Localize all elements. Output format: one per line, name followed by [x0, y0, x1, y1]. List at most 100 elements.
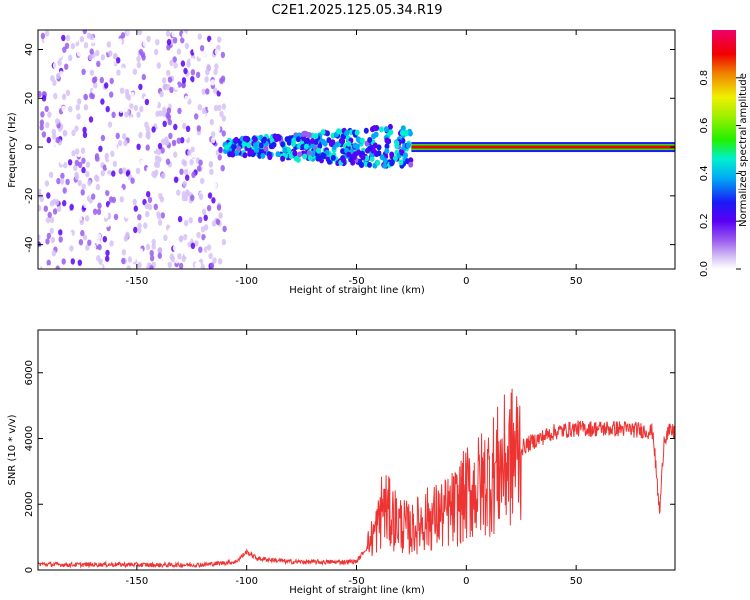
heatmap-cell: [153, 203, 158, 210]
heatmap-cell: [143, 222, 148, 229]
heatmap-cell: [189, 159, 194, 166]
heatmap-cell: [181, 77, 187, 84]
heatmap-cell: [398, 159, 404, 166]
heatmap-cell: [96, 208, 102, 215]
heatmap-cell: [47, 85, 52, 93]
heatmap-cell: [328, 141, 334, 147]
heatmap-cell: [110, 150, 115, 157]
heatmap-cell: [155, 39, 160, 46]
heatmap-cell: [145, 243, 151, 251]
heatmap-cell: [173, 62, 178, 69]
heatmap-cell: [47, 211, 52, 219]
heatmap-cell: [55, 118, 60, 125]
heatmap-cell: [115, 247, 120, 254]
heatmap-cell: [45, 121, 50, 129]
heatmap-cell: [43, 77, 49, 84]
snr-y-tick-label: 2000: [24, 492, 35, 517]
heatmap-cell: [123, 235, 128, 242]
heatmap-cell: [392, 155, 398, 162]
heatmap-cell: [82, 126, 87, 134]
heatmap-cell: [137, 214, 142, 221]
snr-x-tick-label: -100: [235, 576, 258, 587]
heatmap-cell: [221, 103, 227, 110]
heatmap-cell: [88, 54, 93, 61]
snr-x-tick-label: 0: [463, 576, 469, 587]
heatmap-cell: [183, 133, 189, 140]
heatmap-cell: [156, 213, 162, 220]
heatmap-cell: [359, 137, 365, 144]
heatmap-cell: [297, 151, 303, 158]
heatmap-cell: [149, 249, 154, 257]
heatmap-cell: [84, 215, 90, 222]
heatmap-cell: [171, 30, 176, 37]
heatmap-cell: [70, 42, 76, 50]
heatmap-cell: [155, 161, 161, 168]
heatmap-cell: [43, 221, 49, 229]
heatmap-cell: [46, 136, 51, 144]
heatmap-x-ticks: -150 -100 -50 0 50: [125, 30, 583, 287]
heatmap-cell: [80, 189, 85, 196]
heatmap-cell: [211, 228, 216, 235]
heatmap-cell: [51, 139, 56, 147]
heatmap-cell: [79, 35, 85, 43]
heatmap-cell: [45, 238, 50, 245]
heatmap-cell: [89, 69, 95, 76]
heatmap-cell: [190, 242, 196, 249]
heatmap-cell: [83, 42, 89, 49]
heatmap-cell: [105, 189, 110, 197]
heatmap-cell: [119, 116, 124, 123]
heatmap-cell: [46, 259, 51, 266]
heatmap-cell: [198, 246, 203, 253]
heatmap-cell: [246, 142, 252, 149]
heatmap-cell: [354, 129, 360, 136]
heatmap-cell: [58, 196, 64, 203]
heatmap-cell: [95, 103, 101, 110]
heatmap-cell: [403, 152, 408, 159]
heatmap-cell: [61, 93, 67, 101]
heatmap-cell: [84, 229, 90, 236]
heatmap-cell: [38, 90, 42, 98]
heatmap-cell: [195, 146, 201, 153]
heatmap-cell: [231, 143, 237, 150]
heatmap-cell: [109, 240, 114, 247]
heatmap-cell: [258, 142, 264, 149]
heatmap-cell: [73, 164, 78, 171]
heatmap-cell: [78, 202, 83, 210]
heatmap-cell: [187, 149, 192, 156]
heatmap-cell: [211, 197, 216, 204]
heatmap-cell: [210, 79, 215, 86]
heatmap-cell: [89, 48, 94, 55]
snr-series-line: [38, 388, 675, 569]
heatmap-cell: [177, 180, 183, 187]
heatmap-cell: [216, 204, 222, 211]
snr-marks: [38, 388, 675, 569]
heatmap-cell: [133, 205, 138, 212]
heatmap-cell: [55, 136, 60, 144]
heatmap-cell: [212, 257, 217, 264]
heatmap-cell: [378, 126, 384, 133]
heatmap-cell: [151, 243, 156, 250]
heatmap-cell: [215, 218, 221, 225]
heatmap-cell: [163, 200, 168, 208]
heatmap-cell: [56, 100, 61, 107]
heatmap-cell: [103, 113, 109, 120]
heatmap-cell: [373, 131, 379, 138]
heatmap-cell: [300, 144, 306, 150]
heatmap-cell: [60, 76, 66, 83]
heatmap-cell: [192, 139, 197, 147]
heatmap-cell: [276, 135, 282, 141]
heatmap-cell: [220, 51, 226, 59]
heatmap-cell: [167, 261, 172, 269]
heatmap-cell: [320, 152, 326, 159]
heatmap-cell: [110, 134, 115, 142]
heatmap-cell: [190, 76, 195, 83]
heatmap-cell: [209, 186, 215, 193]
heatmap-cell: [104, 82, 109, 89]
heatmap-cell: [98, 119, 103, 127]
heatmap-cell: [77, 179, 82, 187]
heatmap-cell: [173, 123, 178, 131]
heatmap-cell: [80, 229, 85, 237]
heatmap-cell: [263, 145, 269, 152]
heatmap-cell: [376, 150, 382, 157]
heatmap-x-axis-label: Height of straight line (km): [289, 285, 425, 296]
